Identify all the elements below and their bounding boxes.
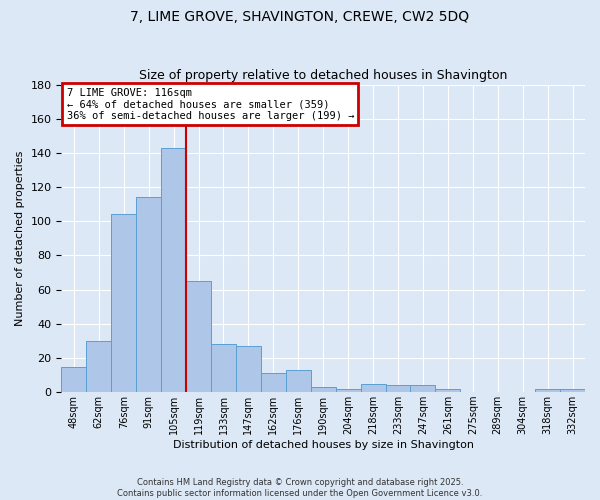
Bar bbox=[311, 387, 335, 392]
Bar bbox=[161, 148, 186, 392]
Bar bbox=[335, 388, 361, 392]
Text: Contains HM Land Registry data © Crown copyright and database right 2025.
Contai: Contains HM Land Registry data © Crown c… bbox=[118, 478, 482, 498]
Text: 7 LIME GROVE: 116sqm
← 64% of detached houses are smaller (359)
36% of semi-deta: 7 LIME GROVE: 116sqm ← 64% of detached h… bbox=[67, 88, 354, 121]
Bar bbox=[236, 346, 261, 392]
Text: 7, LIME GROVE, SHAVINGTON, CREWE, CW2 5DQ: 7, LIME GROVE, SHAVINGTON, CREWE, CW2 5D… bbox=[130, 10, 470, 24]
Bar bbox=[136, 198, 161, 392]
Bar bbox=[535, 388, 560, 392]
Bar bbox=[386, 386, 410, 392]
Bar bbox=[61, 366, 86, 392]
Bar bbox=[261, 374, 286, 392]
Bar bbox=[361, 384, 386, 392]
Bar bbox=[560, 388, 585, 392]
Y-axis label: Number of detached properties: Number of detached properties bbox=[15, 150, 25, 326]
Bar bbox=[286, 370, 311, 392]
Bar bbox=[111, 214, 136, 392]
Bar bbox=[211, 344, 236, 392]
Bar bbox=[410, 386, 436, 392]
Bar bbox=[186, 281, 211, 392]
X-axis label: Distribution of detached houses by size in Shavington: Distribution of detached houses by size … bbox=[173, 440, 474, 450]
Bar bbox=[86, 341, 111, 392]
Title: Size of property relative to detached houses in Shavington: Size of property relative to detached ho… bbox=[139, 69, 508, 82]
Bar bbox=[436, 388, 460, 392]
